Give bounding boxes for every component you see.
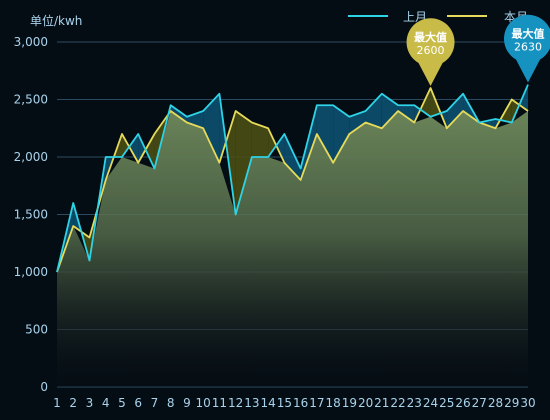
y-tick-label: 500 (25, 323, 48, 337)
marker-pin (504, 14, 550, 83)
x-tick-label: 28 (488, 396, 503, 410)
area-band (129, 134, 139, 163)
y-tick-label: 1,500 (14, 208, 48, 222)
x-tick-label: 29 (504, 396, 519, 410)
x-tick-label: 3 (86, 396, 94, 410)
x-tick-label: 26 (455, 396, 470, 410)
x-tick-label: 23 (407, 396, 422, 410)
area-band (203, 93, 220, 163)
x-tick-label: 21 (374, 396, 389, 410)
y-tick-label: 1,000 (14, 265, 48, 279)
x-tick-label: 24 (423, 396, 438, 410)
y-tick-label: 2,500 (14, 93, 48, 107)
area-band (276, 134, 285, 163)
y-tick-label: 3,000 (14, 35, 48, 49)
marker-value: 2630 (514, 41, 542, 54)
area-band (235, 111, 252, 215)
series-line-this-month (56, 87, 529, 273)
area-band (333, 105, 350, 163)
series-line-last-month (56, 84, 529, 273)
area-band (251, 122, 269, 157)
area-band (145, 134, 155, 169)
x-tick-label: 12 (228, 396, 243, 410)
x-tick-label: 17 (309, 396, 324, 410)
marker-label: 最大值 (512, 27, 545, 41)
marker-value: 2600 (417, 44, 445, 57)
area-band (365, 93, 382, 129)
area-band (268, 128, 277, 157)
x-tick-label: 8 (167, 396, 175, 410)
x-tick-label: 7 (151, 396, 159, 410)
x-tick-label: 14 (260, 396, 275, 410)
x-tick-label: 5 (118, 396, 126, 410)
series-lines (56, 84, 529, 273)
x-tick-label: 25 (439, 396, 454, 410)
area-band (170, 105, 187, 123)
marker-label: 最大值 (414, 30, 447, 44)
area-band (121, 134, 130, 157)
x-tick-label: 15 (277, 396, 292, 410)
unit-label: 单位/kwh (30, 13, 82, 28)
x-tick-label: 30 (520, 396, 535, 410)
y-tick-label: 2,000 (14, 150, 48, 164)
legend: 上月 本月 (348, 10, 528, 24)
x-tick-label: 22 (390, 396, 405, 410)
marker-pin (406, 18, 455, 87)
x-tick-label: 10 (196, 396, 211, 410)
area-band (284, 134, 301, 180)
area-band (349, 111, 366, 134)
x-tick-label: 13 (244, 396, 259, 410)
x-tick-label: 9 (183, 396, 191, 410)
x-tick-label: 27 (472, 396, 487, 410)
area-fills (57, 84, 528, 387)
x-tick-label: 4 (102, 396, 110, 410)
area-base (57, 111, 528, 387)
area-band (138, 134, 146, 163)
x-tick-label: 19 (342, 396, 357, 410)
x-tick-label: 20 (358, 396, 373, 410)
x-tick-label: 1 (53, 396, 61, 410)
x-tick-label: 6 (134, 396, 142, 410)
x-tick-label: 18 (325, 396, 340, 410)
x-tick-label: 16 (293, 396, 308, 410)
x-tick-label: 2 (69, 396, 77, 410)
y-tick-label: 0 (40, 380, 48, 394)
area-band (316, 105, 334, 163)
area-band (398, 105, 415, 123)
area-band (446, 93, 464, 129)
x-tick-label: 11 (212, 396, 227, 410)
